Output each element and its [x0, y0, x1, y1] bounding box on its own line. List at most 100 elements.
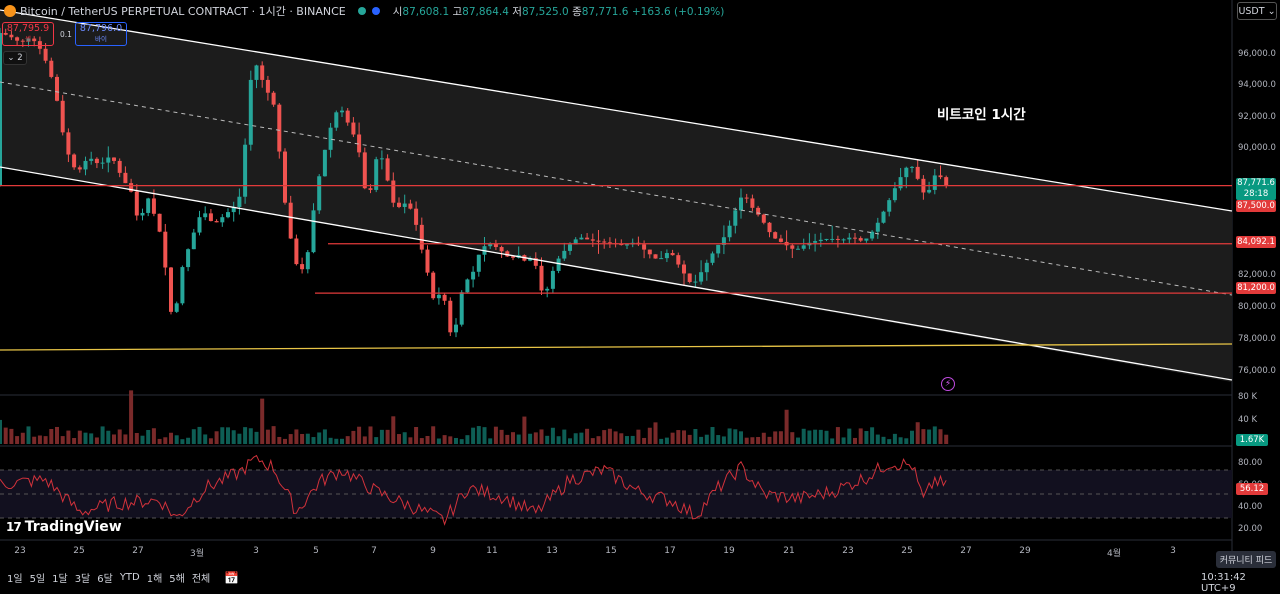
tradingview-logo[interactable]: 17 TradingView: [6, 519, 122, 535]
volume-bar: [676, 430, 681, 444]
clock-timezone[interactable]: 10:31:42 UTC+9: [1201, 572, 1246, 594]
candle-body: [664, 253, 669, 259]
candle-body: [847, 237, 852, 240]
last-price-tag: 87,771.6 28:18: [1236, 178, 1276, 200]
price-axis-label: 76,000.0: [1238, 366, 1276, 376]
buy-button[interactable]: 87,796.0 바이: [75, 22, 127, 46]
volume-bar: [214, 431, 219, 444]
candle-body: [317, 176, 322, 211]
candle-body: [727, 225, 732, 238]
community-feed-button[interactable]: 커뮤니티 피드: [1216, 551, 1276, 568]
volume-bar: [596, 436, 601, 444]
volume-bar: [157, 438, 162, 444]
lightning-icon[interactable]: ⚡: [941, 377, 955, 391]
currency-selector[interactable]: USDT ⌄: [1237, 2, 1277, 20]
volume-bar: [408, 437, 413, 444]
volume-bar: [550, 427, 555, 444]
candle-body: [237, 196, 242, 207]
volume-bar: [744, 437, 749, 444]
candle-body: [186, 249, 191, 268]
candle-body: [904, 167, 909, 178]
chart-annotation-text[interactable]: 비트코인 1시간: [937, 107, 1026, 123]
candle-body: [351, 122, 356, 135]
volume-bar: [431, 426, 436, 444]
candle-body: [357, 134, 362, 153]
candle-body: [590, 239, 595, 241]
sell-button[interactable]: 87,795.9 셀: [2, 22, 54, 46]
range-5y[interactable]: 5해: [169, 574, 185, 585]
volume-bar: [94, 437, 99, 444]
candle-body: [687, 273, 692, 283]
volume-bar: [100, 426, 105, 444]
rsi-line: [0, 454, 947, 526]
range-5d[interactable]: 5일: [29, 574, 46, 585]
volume-current-tag: 1.67K: [1236, 434, 1268, 446]
candle-body: [203, 213, 208, 218]
candle-body: [733, 210, 738, 226]
candle-body: [476, 254, 481, 272]
candle-body: [573, 239, 578, 245]
volume-bar: [419, 438, 424, 444]
candle-body: [910, 166, 914, 168]
volume-bar: [756, 437, 761, 444]
candle-body: [419, 224, 424, 250]
calendar-range-icon[interactable]: 📅: [224, 570, 240, 585]
candle-body: [60, 100, 65, 133]
time-axis-label: 29: [1019, 546, 1031, 556]
volume-bar: [693, 429, 698, 444]
volume-bar: [300, 433, 305, 444]
candle-body: [545, 288, 550, 291]
candle-body: [49, 60, 54, 77]
range-3m[interactable]: 3달: [74, 574, 91, 585]
volume-bar: [647, 427, 652, 444]
range-6m[interactable]: 6달: [97, 574, 113, 585]
candle-body: [334, 112, 339, 128]
volume-bar: [180, 439, 185, 444]
candle-body: [169, 267, 173, 312]
candle-body: [505, 251, 510, 257]
volume-bar: [197, 426, 202, 444]
range-ytd[interactable]: YTD: [119, 572, 140, 583]
candle-body: [368, 188, 373, 190]
candle-body: [191, 232, 196, 250]
time-axis-label: 23: [842, 546, 854, 556]
candle-body: [288, 202, 293, 239]
time-axis-label: 25: [901, 546, 913, 556]
candle-body: [670, 253, 675, 256]
range-all[interactable]: 전체: [191, 574, 211, 585]
level-tag-81200: 81,200.0: [1236, 282, 1276, 294]
volume-bar: [243, 427, 248, 444]
candle-body: [870, 231, 875, 239]
volume-bar: [830, 438, 835, 444]
volume-bar: [619, 433, 624, 444]
candle-body: [265, 79, 270, 93]
volume-axis-label: 40 K: [1238, 415, 1258, 425]
volume-bar: [448, 436, 453, 444]
range-1d[interactable]: 1일: [7, 574, 23, 585]
volume-bar: [374, 437, 379, 444]
range-1y[interactable]: 1해: [146, 574, 163, 585]
volume-bar: [288, 434, 293, 444]
volume-bar: [881, 436, 886, 444]
candle-body: [226, 212, 230, 218]
candle-body: [875, 222, 880, 232]
indicators-toggle[interactable]: ⌄ 2: [3, 51, 27, 65]
volume-bar: [739, 431, 743, 444]
volume-bar: [345, 436, 350, 444]
candle-body: [550, 270, 555, 289]
candle-body: [499, 247, 504, 252]
volume-bar: [767, 436, 772, 444]
range-1m[interactable]: 1달: [52, 574, 68, 585]
candle-body: [602, 241, 607, 243]
candle-body: [596, 240, 601, 242]
volume-bar: [425, 435, 430, 444]
volume-bar: [271, 426, 276, 444]
volume-bar: [778, 431, 783, 444]
volume-bar: [505, 434, 510, 444]
symbol-title[interactable]: Bitcoin / TetherUS PERPETUAL CONTRACT · …: [20, 5, 346, 18]
candle-body: [294, 238, 299, 265]
volume-bar: [454, 437, 458, 444]
volume-bar: [169, 432, 173, 444]
